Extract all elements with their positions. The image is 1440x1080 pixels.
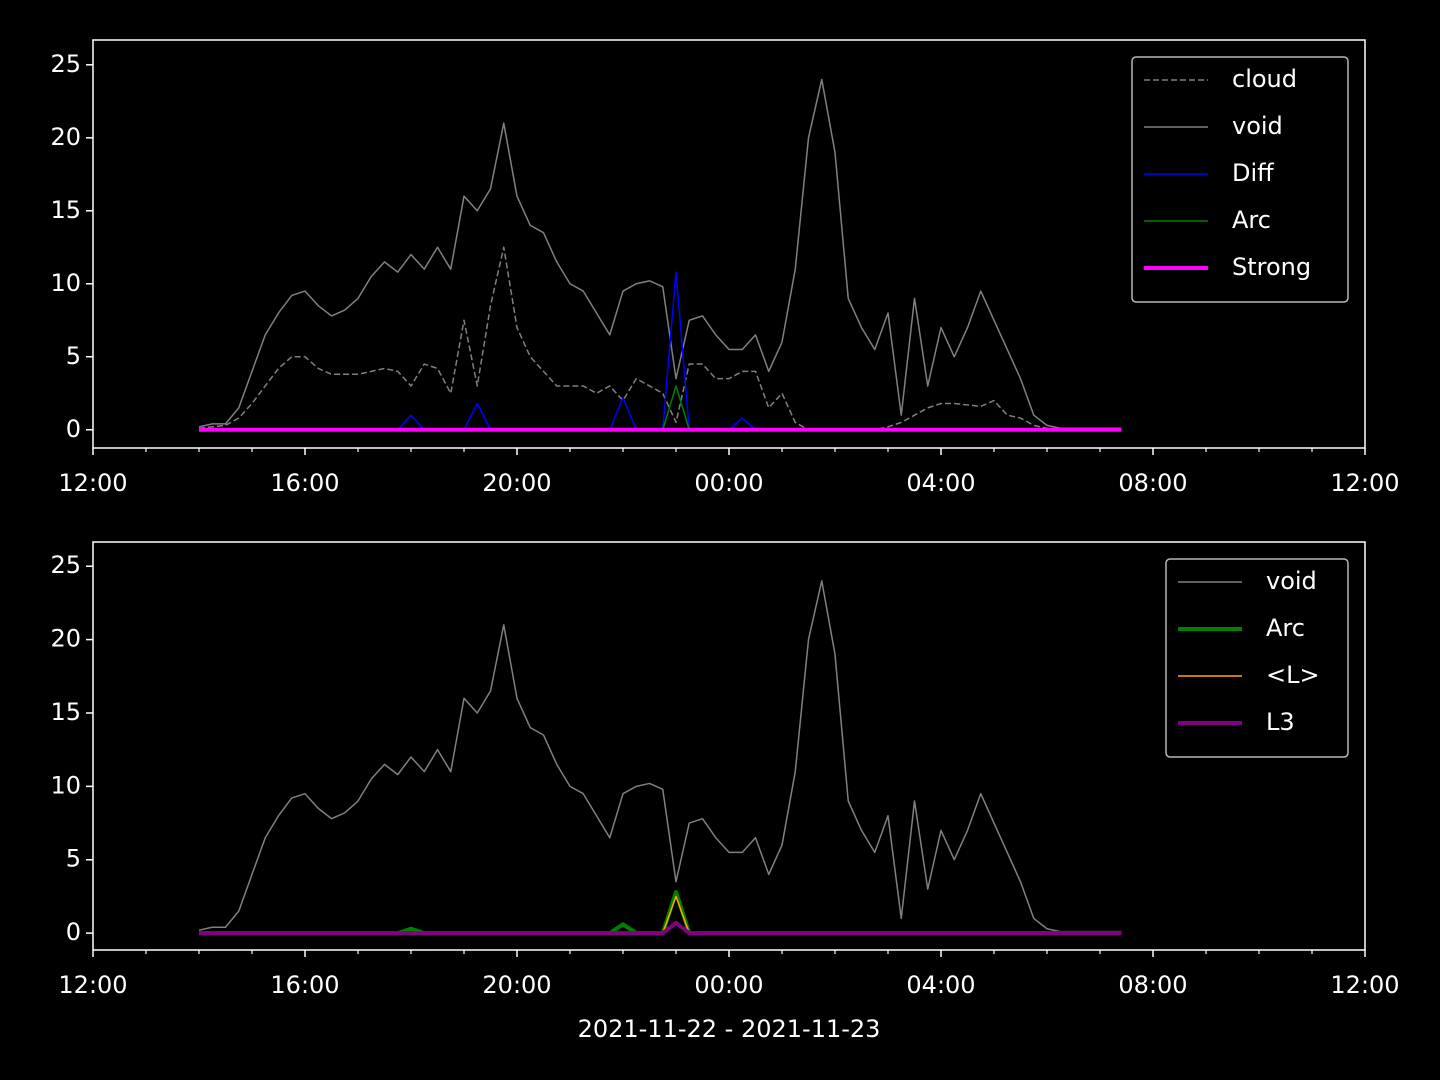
- legend-label: <L>: [1266, 661, 1320, 689]
- y-tick-label: 20: [50, 625, 81, 653]
- x-tick-label: 12:00: [1330, 971, 1399, 999]
- legend-label: void: [1266, 567, 1317, 595]
- axes-frame: [92, 39, 1366, 449]
- y-tick-label: 10: [50, 771, 81, 799]
- legend-label: cloud: [1232, 65, 1297, 93]
- x-tick-label: 00:00: [694, 971, 763, 999]
- legend-box: [1131, 56, 1349, 303]
- legend-label: Diff: [1232, 159, 1274, 187]
- x-tick-label: 08:00: [1118, 971, 1187, 999]
- series-line: [198, 580, 1122, 933]
- legend-label: Arc: [1266, 614, 1305, 642]
- x-tick-label: 16:00: [270, 469, 339, 497]
- axes-frame: [92, 541, 1366, 951]
- y-tick-label: 5: [66, 845, 81, 873]
- x-tick-label: 12:00: [1330, 469, 1399, 497]
- y-tick-label: 10: [50, 269, 81, 297]
- x-tick-label: 16:00: [270, 971, 339, 999]
- x-tick-label: 04:00: [906, 971, 975, 999]
- y-tick-label: 0: [66, 415, 81, 443]
- x-tick-label: 12:00: [58, 469, 127, 497]
- x-tick-label: 12:00: [58, 971, 127, 999]
- x-tick-label: 20:00: [482, 971, 551, 999]
- legend-label: L3: [1266, 708, 1295, 736]
- y-tick-label: 25: [50, 50, 81, 78]
- x-tick-label: 20:00: [482, 469, 551, 497]
- x-axis-label: 2021-11-22 - 2021-11-23: [578, 1015, 881, 1043]
- y-tick-label: 20: [50, 123, 81, 151]
- y-tick-label: 25: [50, 551, 81, 579]
- legend-label: void: [1232, 112, 1283, 140]
- series-line: [198, 246, 1122, 431]
- series-line: [198, 78, 1122, 430]
- x-tick-label: 00:00: [694, 469, 763, 497]
- y-tick-label: 15: [50, 698, 81, 726]
- legend-label: Arc: [1232, 206, 1271, 234]
- series-line: [199, 920, 1122, 936]
- x-tick-label: 04:00: [906, 469, 975, 497]
- x-tick-label: 08:00: [1118, 469, 1187, 497]
- y-tick-label: 0: [66, 918, 81, 946]
- legend-label: Strong: [1232, 253, 1311, 281]
- y-tick-label: 15: [50, 196, 81, 224]
- legend-box: [1165, 558, 1349, 758]
- y-tick-label: 5: [66, 342, 81, 370]
